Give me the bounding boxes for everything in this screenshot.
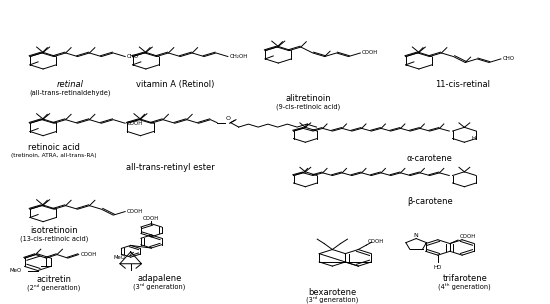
Text: all-trans-retinyl ester: all-trans-retinyl ester xyxy=(126,163,214,172)
Text: N: N xyxy=(414,233,419,238)
Text: COOH: COOH xyxy=(362,50,378,55)
Text: COOH: COOH xyxy=(80,252,97,257)
Text: COOH: COOH xyxy=(460,234,476,239)
Text: COOH: COOH xyxy=(127,209,143,214)
Text: COOH: COOH xyxy=(127,121,143,126)
Text: (9-cis-retinoic acid): (9-cis-retinoic acid) xyxy=(276,103,340,110)
Text: α-carotene: α-carotene xyxy=(407,154,453,164)
Text: retinal: retinal xyxy=(57,80,84,89)
Text: isotretinoin: isotretinoin xyxy=(30,226,78,235)
Text: retinoic acid: retinoic acid xyxy=(28,143,80,152)
Text: MeO: MeO xyxy=(9,268,21,273)
Text: CHO: CHO xyxy=(503,57,515,61)
Text: COOH: COOH xyxy=(143,216,160,221)
Text: 11-cis-retinal: 11-cis-retinal xyxy=(434,80,490,89)
Text: (13-cis-retinoic acid): (13-cis-retinoic acid) xyxy=(20,235,88,241)
Text: HO: HO xyxy=(433,265,442,270)
Text: β-carotene: β-carotene xyxy=(407,197,453,206)
Text: alitretinoin: alitretinoin xyxy=(285,94,331,103)
Text: CH₂OH: CH₂OH xyxy=(229,54,248,59)
Text: (3ʳᵈ generation): (3ʳᵈ generation) xyxy=(306,296,359,303)
Text: bexarotene: bexarotene xyxy=(308,288,356,297)
Text: (tretinoin, ATRA, all-trans-RA): (tretinoin, ATRA, all-trans-RA) xyxy=(11,153,97,158)
Text: COOH: COOH xyxy=(368,239,384,244)
Text: adapalene: adapalene xyxy=(137,274,182,283)
Text: H: H xyxy=(472,136,476,141)
Text: MeO: MeO xyxy=(113,255,125,260)
Text: trifarotene: trifarotene xyxy=(442,274,487,283)
Text: (all-trans-retinaldehyde): (all-trans-retinaldehyde) xyxy=(29,90,111,96)
Text: acitretin: acitretin xyxy=(36,275,72,285)
Text: CHO: CHO xyxy=(127,54,139,59)
Text: O: O xyxy=(226,116,230,121)
Text: (4ᵗʰ generation): (4ᵗʰ generation) xyxy=(438,282,491,289)
Text: (3ʳᵈ generation): (3ʳᵈ generation) xyxy=(133,282,185,289)
Text: (2ⁿᵈ generation): (2ⁿᵈ generation) xyxy=(28,284,81,291)
Text: vitamin A (Retinol): vitamin A (Retinol) xyxy=(136,80,214,89)
